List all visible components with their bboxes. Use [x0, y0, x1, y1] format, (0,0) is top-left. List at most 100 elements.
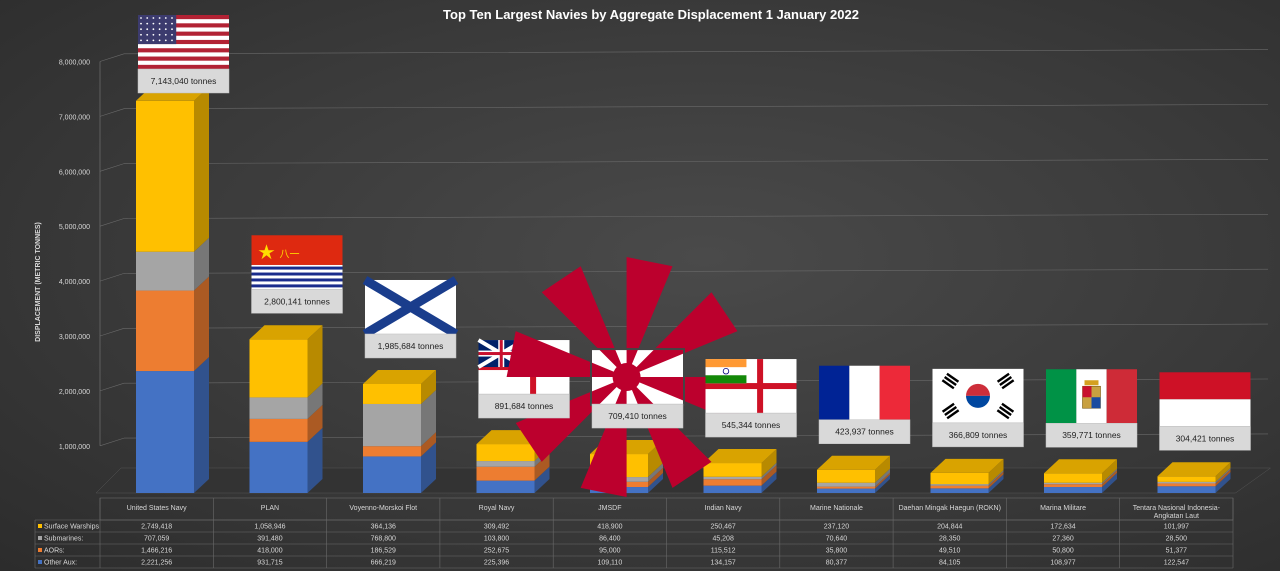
star — [146, 28, 149, 31]
callout-box — [705, 412, 797, 438]
total-label: 891,684 tonnes — [495, 401, 554, 411]
ray — [506, 331, 627, 378]
bar-segment-front — [1157, 483, 1216, 487]
star — [146, 17, 149, 19]
bar-segment-side — [648, 473, 663, 493]
stripe — [138, 35, 229, 41]
stripe — [138, 39, 229, 45]
table-cell: 225,396 — [484, 560, 509, 567]
table-cell: 768,800 — [371, 536, 396, 543]
legend-swatch — [38, 524, 42, 528]
saltire-b — [362, 276, 459, 338]
bar-top — [817, 455, 890, 470]
table-cell: 250,467 — [710, 524, 735, 531]
bar-segment-side — [194, 276, 209, 372]
bar-top — [1157, 462, 1231, 477]
category-label: PLAN — [261, 505, 279, 512]
y-axis-label: DISPLACEMENT (METRIC TONNES) — [35, 222, 42, 342]
table-cell: 27,360 — [1052, 536, 1074, 543]
bar-segment-side — [761, 449, 777, 477]
indonesia-flag-icon — [1159, 372, 1251, 427]
table-cell: 252,675 — [484, 548, 509, 555]
category-label: Marina Militare — [1040, 505, 1086, 512]
bar-stack — [136, 86, 209, 493]
row-label: AORs: — [44, 548, 65, 555]
row-label: Submarines: — [44, 536, 83, 543]
bar-stack — [930, 458, 1004, 493]
bar-stack — [703, 449, 777, 493]
bar-segment-side — [648, 467, 663, 488]
star — [164, 33, 167, 36]
crown — [1084, 380, 1099, 386]
category-label: United States Navy — [127, 505, 187, 512]
bar-segment-side — [421, 369, 436, 404]
callout-box — [251, 289, 343, 314]
star — [146, 33, 149, 36]
gridline-diag — [99, 163, 125, 172]
gridline — [123, 214, 1269, 219]
bar-segment-front — [136, 251, 194, 291]
bar-stack — [1044, 459, 1117, 493]
trigram — [941, 372, 960, 390]
bar-top — [249, 325, 323, 340]
bar-segment-front — [1044, 484, 1102, 488]
gridline — [123, 104, 1269, 109]
bar-segment-front — [136, 371, 194, 493]
bar-segment-front — [136, 290, 194, 372]
bar-segment-front — [476, 466, 535, 481]
category-label: Daehan Mingak Haegun (ROKN) — [899, 505, 1001, 512]
trigram-bar — [941, 379, 955, 390]
star — [152, 22, 155, 25]
bar-segment-front — [476, 461, 535, 467]
star — [158, 28, 161, 31]
callout-box — [364, 333, 457, 359]
stripe — [138, 44, 229, 49]
bar-top — [703, 449, 777, 464]
total-label: 545,344 tonnes — [722, 420, 781, 430]
star — [140, 22, 142, 25]
bar-segment-side — [534, 452, 550, 481]
bar-segment-front — [930, 472, 989, 485]
table-cell: 1,058,946 — [254, 524, 285, 531]
star — [140, 28, 142, 31]
table-cell: 28,350 — [939, 536, 961, 543]
data-table: United States Navy PLAN Voyenno-Morskoi Fl… — [34, 497, 1234, 569]
trigram-bar — [996, 372, 1010, 383]
total-callout: 423,937 tonnes — [818, 419, 911, 444]
bar-segment-front — [476, 480, 535, 493]
bar-segment-front — [1157, 476, 1216, 482]
russian-naval-ensign-icon — [362, 276, 459, 338]
bar-segment-side — [307, 427, 323, 493]
callout-box — [137, 68, 230, 94]
bar-segment-side — [988, 474, 1004, 493]
bar-segment-side — [1215, 467, 1231, 484]
bar-segment-side — [307, 404, 323, 442]
bar-segment-front — [249, 441, 308, 493]
bayi-text: 八一 — [280, 249, 300, 260]
callout-box — [478, 393, 570, 419]
stripe — [138, 56, 229, 61]
row-label: Other Aux: — [44, 560, 77, 567]
stripe — [138, 19, 229, 24]
total-label: 7,143,040 tonnes — [151, 76, 217, 86]
star — [152, 17, 155, 19]
callout-box — [818, 419, 911, 444]
bar-segment-side — [1215, 462, 1231, 482]
bar-top — [930, 458, 1004, 473]
bar-segment-side — [421, 442, 436, 493]
total-label: 423,937 tonnes — [835, 427, 894, 437]
trigram — [996, 372, 1015, 390]
table-cell: 134,157 — [710, 560, 735, 567]
stripe — [138, 60, 229, 66]
bar-segment-front — [703, 485, 762, 493]
coa-q1 — [1082, 386, 1092, 398]
table-cell: 80,377 — [826, 560, 848, 567]
star — [171, 28, 173, 31]
legend-swatch — [38, 548, 42, 552]
category-label: Voyenno-Morskoi Flot — [349, 505, 417, 512]
bar-segment-front — [363, 383, 421, 404]
table-cell: 45,208 — [712, 536, 734, 543]
category-label: Royal Navy — [479, 505, 515, 512]
bar-segment-front — [817, 482, 875, 487]
bar-segment-front — [1044, 473, 1102, 483]
